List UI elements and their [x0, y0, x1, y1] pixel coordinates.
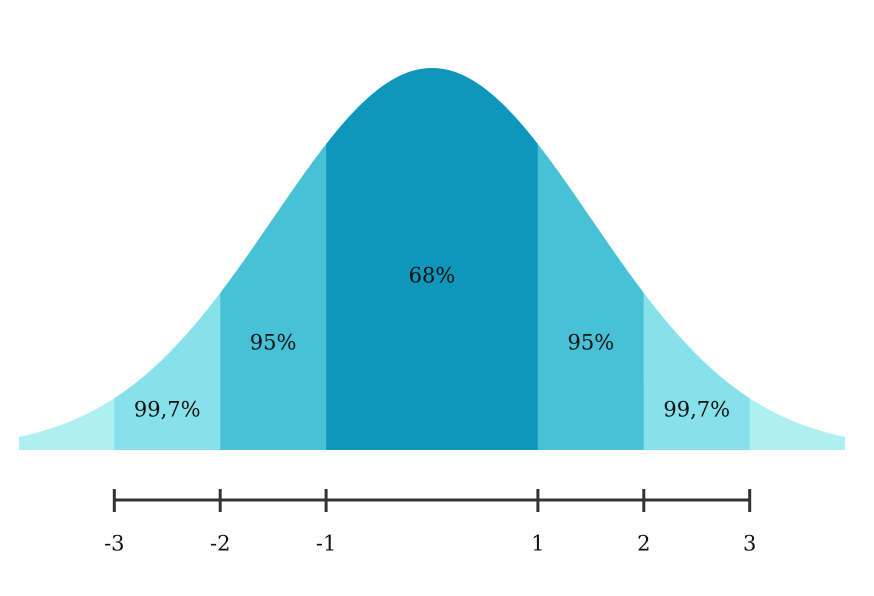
x-tick-label: 3	[743, 532, 756, 556]
x-tick-label: 2	[637, 532, 650, 556]
x-tick-label: -2	[210, 532, 230, 556]
region-label: 95%	[568, 331, 615, 355]
region-label: 95%	[250, 331, 297, 355]
region-label: 99,7%	[663, 398, 730, 422]
region	[643, 292, 750, 450]
region	[326, 68, 538, 450]
x-tick-label: -3	[104, 532, 124, 556]
region	[220, 144, 327, 450]
x-tick-label: 1	[531, 532, 544, 556]
region-label: 68%	[409, 264, 456, 288]
x-tick-label: -1	[316, 532, 336, 556]
region	[537, 144, 644, 450]
region	[114, 292, 221, 450]
region-label: 99,7%	[134, 398, 201, 422]
